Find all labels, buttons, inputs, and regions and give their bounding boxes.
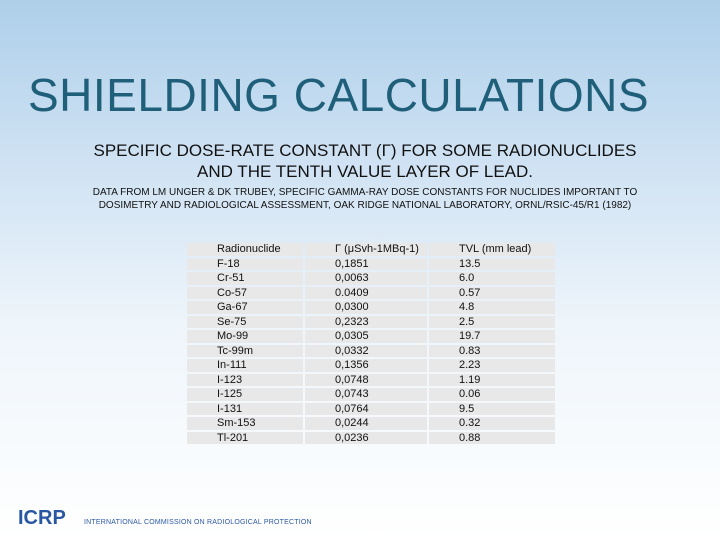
organization-name: INTERNATIONAL COMMISSION ON RADIOLOGICAL…	[84, 519, 312, 526]
cell-tvl: 0.06	[429, 388, 555, 401]
table-row: In-111 0,1356 2.23	[187, 359, 555, 372]
cell-tvl: 2.5	[429, 315, 555, 328]
table-row: Co-57 0.0409 0.57	[187, 286, 555, 299]
source-line-2: DOSIMETRY AND RADIOLOGICAL ASSESSMENT, O…	[98, 200, 632, 211]
source-line-1: DATA FROM LM UNGER & DK TRUBEY, SPECIFIC…	[92, 187, 638, 198]
cell-gamma-constant: 0,0300	[305, 301, 427, 314]
header-radionuclide: Radionuclide	[187, 243, 303, 256]
footer: ICRP INTERNATIONAL COMMISSION ON RADIOLO…	[18, 508, 338, 530]
cell-gamma-constant: 0,0244	[305, 417, 427, 430]
table-row: Sm-153 0,0244 0.32	[187, 417, 555, 430]
cell-radionuclide: Co-57	[187, 286, 303, 299]
cell-radionuclide: Se-75	[187, 315, 303, 328]
subtitle-line-2: AND THE TENTH VALUE LAYER OF LEAD.	[197, 162, 533, 181]
table-row: Se-75 0,2323 2.5	[187, 315, 555, 328]
cell-gamma-constant: 0,0236	[305, 431, 427, 444]
cell-radionuclide: Ga-67	[187, 301, 303, 314]
cell-radionuclide: I-125	[187, 388, 303, 401]
cell-gamma-constant: 0,0743	[305, 388, 427, 401]
cell-gamma-constant: 0,0332	[305, 344, 427, 357]
table-row: I-125 0,0743 0.06	[187, 388, 555, 401]
icrp-logo: ICRP	[18, 507, 66, 529]
header-tvl: TVL (mm lead)	[429, 243, 555, 256]
cell-gamma-constant: 0,2323	[305, 315, 427, 328]
table-row: Mo-99 0,0305 19.7	[187, 330, 555, 343]
cell-gamma-constant: 0,1356	[305, 359, 427, 372]
cell-tvl: 6.0	[429, 272, 555, 285]
cell-radionuclide: Cr-51	[187, 272, 303, 285]
slide-subtitle: SPECIFIC DOSE-RATE CONSTANT (Γ) FOR SOME…	[20, 140, 710, 182]
cell-gamma-constant: 0.0409	[305, 286, 427, 299]
cell-tvl: 1.19	[429, 373, 555, 386]
cell-tvl: 0.32	[429, 417, 555, 430]
cell-radionuclide: Tl-201	[187, 431, 303, 444]
cell-tvl: 9.5	[429, 402, 555, 415]
source-citation: DATA FROM LM UNGER & DK TRUBEY, SPECIFIC…	[40, 186, 690, 212]
cell-radionuclide: I-131	[187, 402, 303, 415]
radionuclide-table: Radionuclide Γ (μSvh-1MBq-1) TVL (mm lea…	[185, 241, 557, 446]
cell-tvl: 0.57	[429, 286, 555, 299]
cell-tvl: 0.88	[429, 431, 555, 444]
cell-gamma-constant: 0,0063	[305, 272, 427, 285]
cell-tvl: 4.8	[429, 301, 555, 314]
cell-tvl: 0.83	[429, 344, 555, 357]
cell-gamma-constant: 0,0748	[305, 373, 427, 386]
table-row: I-123 0,0748 1.19	[187, 373, 555, 386]
cell-gamma-constant: 0,1851	[305, 257, 427, 270]
table-row: Tl-201 0,0236 0.88	[187, 431, 555, 444]
table-row: I-131 0,0764 9.5	[187, 402, 555, 415]
slide-title: SHIELDING CALCULATIONS	[28, 69, 650, 121]
cell-gamma-constant: 0,0764	[305, 402, 427, 415]
cell-tvl: 19.7	[429, 330, 555, 343]
table-row: Cr-51 0,0063 6.0	[187, 272, 555, 285]
cell-radionuclide: Tc-99m	[187, 344, 303, 357]
cell-radionuclide: I-123	[187, 373, 303, 386]
table-row: Tc-99m 0,0332 0.83	[187, 344, 555, 357]
table-header-row: Radionuclide Γ (μSvh-1MBq-1) TVL (mm lea…	[187, 243, 555, 256]
header-gamma-constant: Γ (μSvh-1MBq-1)	[305, 243, 427, 256]
cell-radionuclide: In-111	[187, 359, 303, 372]
cell-radionuclide: Mo-99	[187, 330, 303, 343]
table-row: Ga-67 0,0300 4.8	[187, 301, 555, 314]
cell-gamma-constant: 0,0305	[305, 330, 427, 343]
cell-tvl: 2.23	[429, 359, 555, 372]
cell-radionuclide: F-18	[187, 257, 303, 270]
subtitle-line-1: SPECIFIC DOSE-RATE CONSTANT (Γ) FOR SOME…	[93, 141, 637, 160]
cell-radionuclide: Sm-153	[187, 417, 303, 430]
cell-tvl: 13.5	[429, 257, 555, 270]
table-row: F-18 0,1851 13.5	[187, 257, 555, 270]
